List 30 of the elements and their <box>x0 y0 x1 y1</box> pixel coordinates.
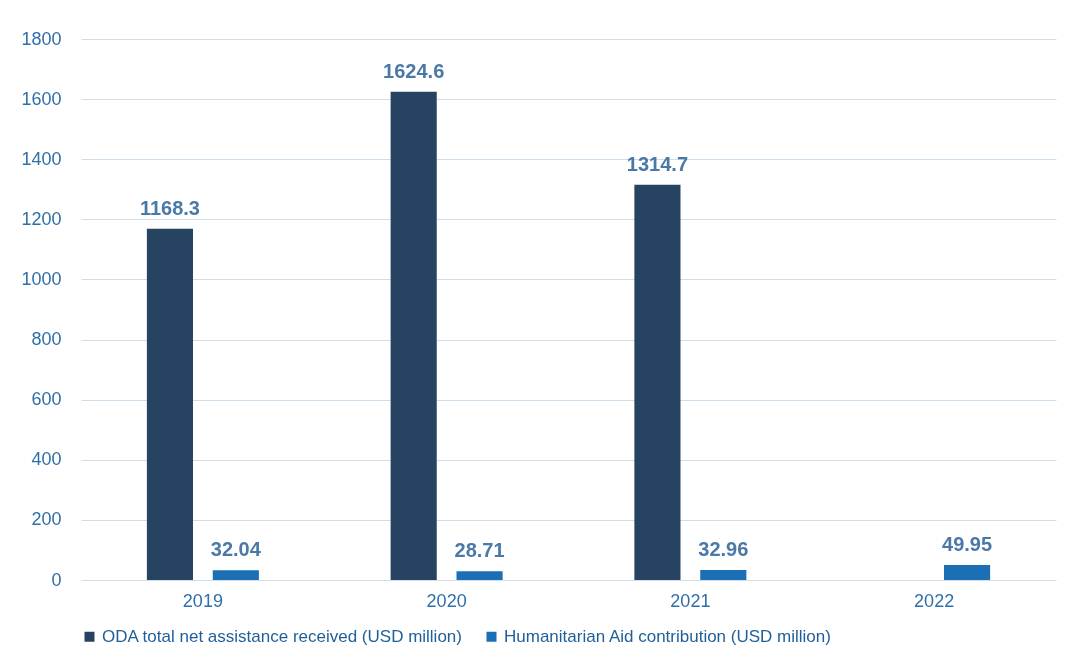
y-tick-label: 600 <box>31 389 62 410</box>
legend-label: Humanitarian Aid contribution (USD million) <box>504 626 831 646</box>
x-tick-label: 2020 <box>426 590 467 611</box>
x-tick-label: 2021 <box>670 590 711 611</box>
y-tick-label: 1000 <box>21 268 62 289</box>
data-label: 1168.3 <box>139 196 200 219</box>
y-tick-label: 800 <box>31 329 62 350</box>
data-label: 28.71 <box>454 539 505 562</box>
bar <box>634 184 681 580</box>
bar <box>390 91 437 580</box>
data-label: 1624.6 <box>383 59 445 82</box>
data-label: 49.95 <box>942 532 993 555</box>
y-tick-label: 1600 <box>21 88 62 109</box>
data-label: 32.96 <box>698 538 749 561</box>
y-tick-label: 200 <box>31 509 62 530</box>
bar <box>700 570 747 580</box>
bar <box>944 564 991 580</box>
y-tick-label: 0 <box>51 569 62 590</box>
legend-label: ODA total net assistance received (USD million) <box>102 626 462 646</box>
data-label: 1314.7 <box>626 152 689 175</box>
bar <box>456 571 503 580</box>
y-tick-label: 1200 <box>21 208 62 229</box>
y-tick-label: 400 <box>31 449 62 470</box>
data-label: 32.04 <box>210 538 262 561</box>
x-tick-label: 2022 <box>914 590 955 611</box>
y-tick-label: 1400 <box>21 148 62 169</box>
bar <box>146 228 193 580</box>
bar <box>212 570 259 580</box>
y-tick-label: 1800 <box>21 28 62 49</box>
x-tick-label: 2019 <box>182 590 223 611</box>
